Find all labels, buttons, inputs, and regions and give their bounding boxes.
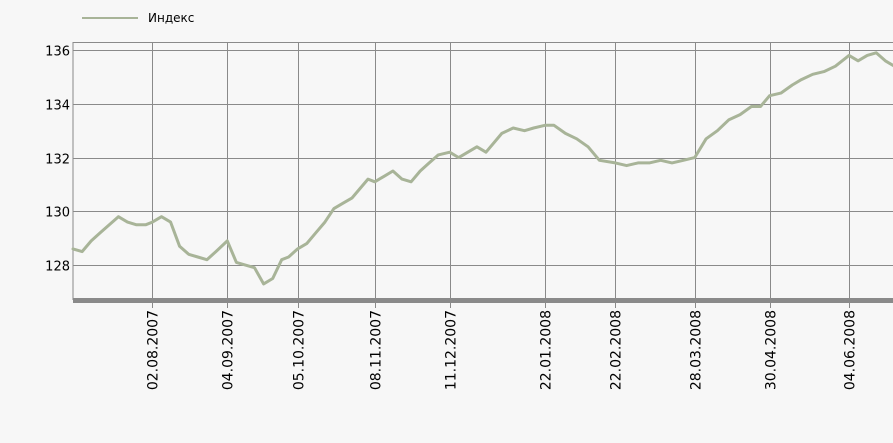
horizontal-gridlines [73, 42, 893, 266]
y-tick-label: 132 [45, 153, 70, 168]
y-tick-label: 128 [45, 260, 70, 275]
x-tick-label: 28.03.2008 [689, 310, 705, 390]
x-tick-labels: 02.08.2007 04.09.2007 05.10.2007 08.11.2007… [146, 310, 859, 390]
x-tick-label: 04.06.2008 [843, 310, 859, 390]
x-tick-label: 02.08.2007 [146, 310, 162, 390]
y-tick-labels: 128 130 132 134 136 [45, 45, 70, 275]
x-axis-bar [73, 298, 893, 303]
x-tick-label: 08.11.2007 [369, 310, 385, 390]
x-tick-label: 22.02.2008 [609, 310, 625, 390]
series-layer [71, 51, 893, 286]
x-tick-label: 30.04.2008 [764, 310, 780, 390]
y-tick-label: 136 [45, 45, 70, 60]
x-tick-label: 05.10.2007 [292, 310, 308, 390]
vertical-gridlines [152, 42, 850, 308]
y-tick-label: 134 [45, 99, 70, 114]
x-tick-label: 04.09.2007 [221, 310, 237, 390]
x-tick-label: 11.12.2007 [444, 310, 460, 390]
legend: Индекс [82, 11, 194, 25]
x-tick-label: 22.01.2008 [539, 310, 555, 390]
legend-label: Индекс [148, 11, 194, 25]
axes [72, 42, 893, 303]
y-tick-label: 130 [45, 206, 70, 221]
series-line-index [71, 51, 893, 286]
